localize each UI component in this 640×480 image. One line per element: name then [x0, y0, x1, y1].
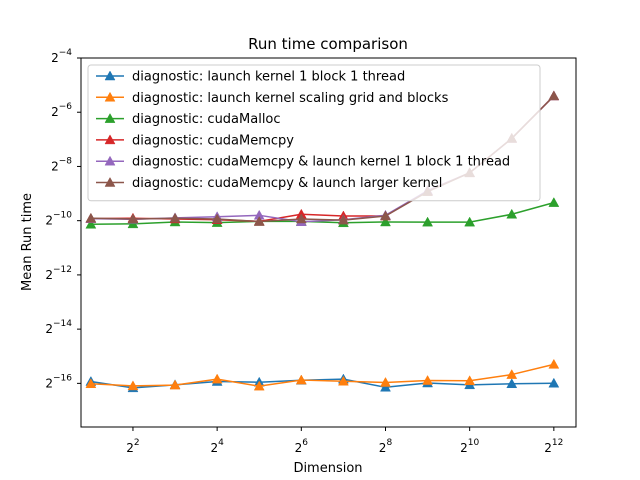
- x-tick-label: 210: [460, 438, 479, 455]
- data-point-marker: [295, 374, 307, 385]
- data-point-marker: [422, 216, 434, 227]
- legend: diagnostic: launch kernel 1 block 1 thre…: [87, 64, 541, 202]
- legend-item: diagnostic: cudaMemcpy & launch larger k…: [96, 176, 442, 191]
- data-point-marker: [85, 378, 97, 389]
- legend-item: diagnostic: launch kernel scaling grid a…: [96, 91, 449, 106]
- data-point-marker: [506, 378, 518, 389]
- x-tick-label: 212: [544, 438, 563, 455]
- data-point-marker: [85, 218, 97, 229]
- legend-box: [87, 64, 541, 202]
- series-line: [90, 201, 555, 226]
- axis-ticks: 22 24 26 28 210 212 2−16 2−14 2−12 2−10 2−8 2−6 2−4: [45, 48, 563, 455]
- data-point-marker: [211, 373, 223, 384]
- data-point-marker: [464, 375, 476, 386]
- data-point-marker: [337, 214, 349, 225]
- y-tick-label: 2−14: [45, 319, 72, 336]
- data-point-marker: [548, 90, 560, 101]
- data-point-marker: [422, 375, 434, 385]
- legend-marker: [104, 70, 116, 81]
- y-tick-label: 2−12: [45, 265, 72, 282]
- legend-label: diagnostic: launch kernel scaling grid a…: [132, 91, 449, 106]
- data-point-marker: [253, 380, 265, 391]
- data-point-marker: [169, 212, 181, 223]
- series-1: [85, 358, 560, 391]
- data-point-marker: [380, 376, 391, 387]
- x-tick-label: 28: [379, 438, 393, 455]
- legend-marker: [104, 91, 116, 102]
- data-point-marker: [380, 216, 391, 227]
- y-tick-label: 2−8: [51, 156, 72, 173]
- legend-item: diagnostic: cudaMalloc: [96, 112, 281, 127]
- x-tick-label: 26: [295, 438, 309, 455]
- y-tick-label: 2−6: [51, 102, 72, 119]
- legend-marker: [104, 134, 116, 145]
- legend-label: diagnostic: cudaMalloc: [132, 112, 281, 127]
- chart-title: Run time comparison: [248, 35, 408, 53]
- data-point-marker: [337, 375, 349, 386]
- y-tick-label: 2−4: [51, 48, 72, 65]
- legend-label: diagnostic: cudaMemcpy & launch kernel 1…: [132, 155, 510, 170]
- data-point-marker: [380, 210, 391, 221]
- legend-marker: [104, 155, 116, 166]
- data-point-marker: [548, 377, 560, 388]
- data-point-marker: [506, 369, 518, 379]
- y-tick-label: 2−16: [45, 373, 72, 390]
- data-point-marker: [85, 212, 97, 223]
- legend-label: diagnostic: launch kernel 1 block 1 thre…: [132, 70, 405, 85]
- data-point-marker: [127, 213, 139, 224]
- y-axis-title: Mean Run time: [20, 193, 35, 291]
- legend-item: diagnostic: cudaMemcpy & launch kernel 1…: [96, 155, 510, 170]
- data-point-marker: [211, 213, 223, 224]
- legend-marker: [104, 176, 116, 187]
- data-point-marker: [506, 208, 518, 219]
- data-point-marker: [548, 197, 560, 207]
- legend-item: diagnostic: launch kernel 1 block 1 thre…: [96, 70, 405, 85]
- plot-area-frame: [80, 57, 577, 428]
- data-point-marker: [253, 216, 265, 226]
- data-point-marker: [295, 213, 307, 224]
- legend-item: diagnostic: cudaMemcpy: [96, 133, 294, 148]
- x-tick-label: 24: [210, 438, 224, 455]
- data-point-marker: [548, 358, 560, 369]
- legend-marker: [104, 113, 116, 123]
- x-axis-title: Dimension: [293, 461, 362, 476]
- data-point-marker: [380, 381, 391, 392]
- legend-label: diagnostic: cudaMemcpy: [132, 133, 294, 148]
- y-tick-label: 2−10: [45, 211, 72, 228]
- x-tick-label: 22: [126, 438, 139, 455]
- legend-label: diagnostic: cudaMemcpy & launch larger k…: [132, 176, 442, 191]
- data-point-marker: [464, 216, 476, 227]
- data-point-marker: [169, 379, 181, 390]
- series-line: [90, 363, 555, 387]
- data-point-marker: [127, 380, 139, 391]
